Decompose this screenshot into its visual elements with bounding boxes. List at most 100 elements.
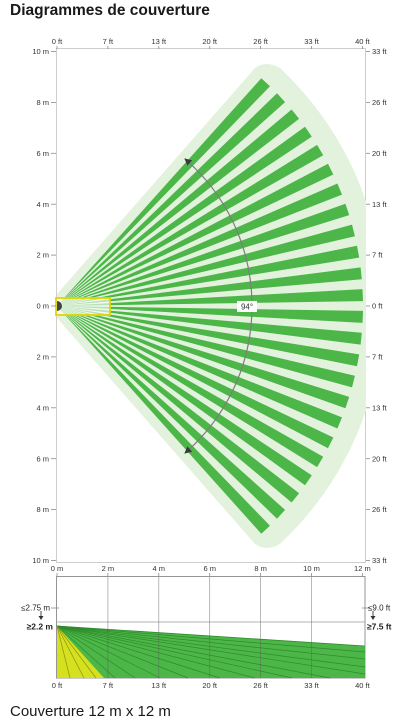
top-axis-label: 40 ft: [355, 37, 371, 46]
page-title: Diagrammes de couverture: [10, 2, 210, 19]
left-axis-label: 6 m: [36, 149, 49, 158]
top-axis-label: 13 ft: [152, 37, 168, 46]
right-axis-label: 26 ft: [372, 98, 388, 107]
top-axis-label: 0 ft: [52, 37, 63, 46]
coverage-caption: Couverture 12 m x 12 m: [10, 703, 171, 720]
side-bottom-axis-label: 0 ft: [52, 681, 63, 690]
side-near-zone-line: [56, 625, 85, 679]
top-axis-label: 26 ft: [253, 37, 269, 46]
detection-beam: [57, 306, 300, 503]
detection-beam: [57, 306, 342, 429]
side-beam-line: [56, 625, 116, 679]
detection-beam: [57, 306, 334, 449]
detection-beam: [57, 183, 342, 306]
top-axis-label: 20 ft: [202, 37, 218, 46]
right-axis-label: 13 ft: [372, 200, 388, 209]
creep-zone: [55, 297, 111, 316]
side-beam-line: [56, 625, 293, 679]
max-height-label-imperial: ≤9.0 ft: [368, 604, 391, 613]
side-bottom-axis-label: 13 ft: [152, 681, 168, 690]
angle-label-background: [237, 301, 257, 312]
side-view-diagram: ≤2.75 m ≥2.2 m ≤9.0 ft ≥7.5 ft 0 m 2 m 4 m…: [21, 564, 392, 690]
top-view-diagram: 94° 0 ft 7 ft 13 ft 20 ft 26 ft 33 ft 40 ft10 …: [32, 37, 387, 565]
min-height-label-metric: ≥2.2 m: [27, 622, 54, 632]
side-beam-lines: [56, 625, 366, 679]
side-beam-line: [56, 625, 366, 668]
side-near-zone: [57, 626, 104, 678]
left-axis-label: 8 m: [36, 98, 49, 107]
side-bottom-axis-label: 26 ft: [253, 681, 269, 690]
detection-beam: [57, 306, 360, 367]
right-axis-label: 7 ft: [372, 353, 383, 362]
detection-beam: [57, 203, 350, 306]
side-top-axis-label: 6 m: [203, 564, 216, 573]
left-axis-label: 0 m: [36, 302, 49, 311]
side-near-zone-line: [56, 625, 71, 679]
side-beam-line: [56, 625, 366, 660]
min-height-label-imperial: ≥7.5 ft: [367, 622, 392, 632]
right-axis-label: 20 ft: [372, 454, 388, 463]
side-top-axis-label: 12 m: [354, 564, 371, 573]
detection-beam: [57, 306, 350, 409]
side-beam-line: [56, 625, 189, 679]
side-view-axes: 0 m 2 m 4 m 6 m 8 m 10 m 12 m 0 ft 7 ft 13 ft 20 f…: [51, 564, 371, 690]
left-axis-label: 4 m: [36, 200, 49, 209]
left-axis-label: 2 m: [36, 353, 49, 362]
left-axis-label: 10 m: [32, 47, 49, 56]
detection-beam: [57, 109, 300, 306]
detection-beam: [57, 163, 334, 306]
detection-beam: [57, 224, 355, 306]
detection-beam: [57, 289, 363, 306]
detection-beam: [57, 78, 270, 306]
left-axis-label: 6 m: [36, 454, 49, 463]
side-bottom-axis-label: 40 ft: [355, 681, 371, 690]
side-view-grid: [107, 577, 312, 678]
side-beam-line: [56, 625, 256, 679]
detection-beam: [57, 306, 363, 323]
right-axis-label: 33 ft: [372, 47, 388, 56]
side-bottom-axis-label: 33 ft: [304, 681, 320, 690]
top-axis-label: 33 ft: [304, 37, 320, 46]
side-beam-line: [56, 625, 366, 653]
side-bottom-axis-label: 20 ft: [202, 681, 218, 690]
right-axis-label: 26 ft: [372, 505, 388, 514]
side-beam-line: [56, 625, 161, 679]
side-beam-line: [56, 625, 366, 675]
right-axis-label: 13 ft: [372, 403, 388, 412]
detection-beam: [57, 245, 360, 306]
top-axis-label: 7 ft: [103, 37, 114, 46]
detection-beam: [57, 306, 286, 519]
side-top-axis-label: 4 m: [153, 564, 166, 573]
side-near-zone-lines: [56, 625, 97, 679]
detection-beam: [57, 306, 362, 345]
detection-beam: [57, 306, 355, 388]
side-top-axis-label: 10 m: [303, 564, 320, 573]
detection-beam: [57, 93, 286, 306]
side-top-axis-label: 0 m: [51, 564, 64, 573]
detection-beam: [57, 267, 362, 306]
detector-icon: [57, 301, 62, 311]
height-range-arrow-icon: [370, 611, 376, 620]
right-axis-label: 33 ft: [372, 556, 388, 565]
side-beam-line: [56, 625, 136, 679]
right-axis-label: 20 ft: [372, 149, 388, 158]
angle-label: 94°: [241, 303, 253, 312]
right-axis-label: 7 ft: [372, 251, 383, 260]
left-axis-label: 4 m: [36, 403, 49, 412]
left-axis-label: 8 m: [36, 505, 49, 514]
left-axis-label: 2 m: [36, 251, 49, 260]
side-beam-line: [56, 625, 331, 679]
side-top-axis-label: 8 m: [254, 564, 267, 573]
left-axis-label: 10 m: [32, 556, 49, 565]
right-axis-label: 0 ft: [372, 302, 383, 311]
side-beam-line: [56, 625, 221, 679]
detection-beam: [57, 306, 270, 534]
side-near-zone-line: [56, 625, 97, 679]
max-height-label-metric: ≤2.75 m: [21, 604, 50, 613]
side-coverage-top-edge: [56, 625, 366, 647]
side-bottom-axis-label: 7 ft: [103, 681, 114, 690]
side-top-axis-label: 2 m: [102, 564, 115, 573]
height-range-arrow-icon: [38, 611, 44, 620]
